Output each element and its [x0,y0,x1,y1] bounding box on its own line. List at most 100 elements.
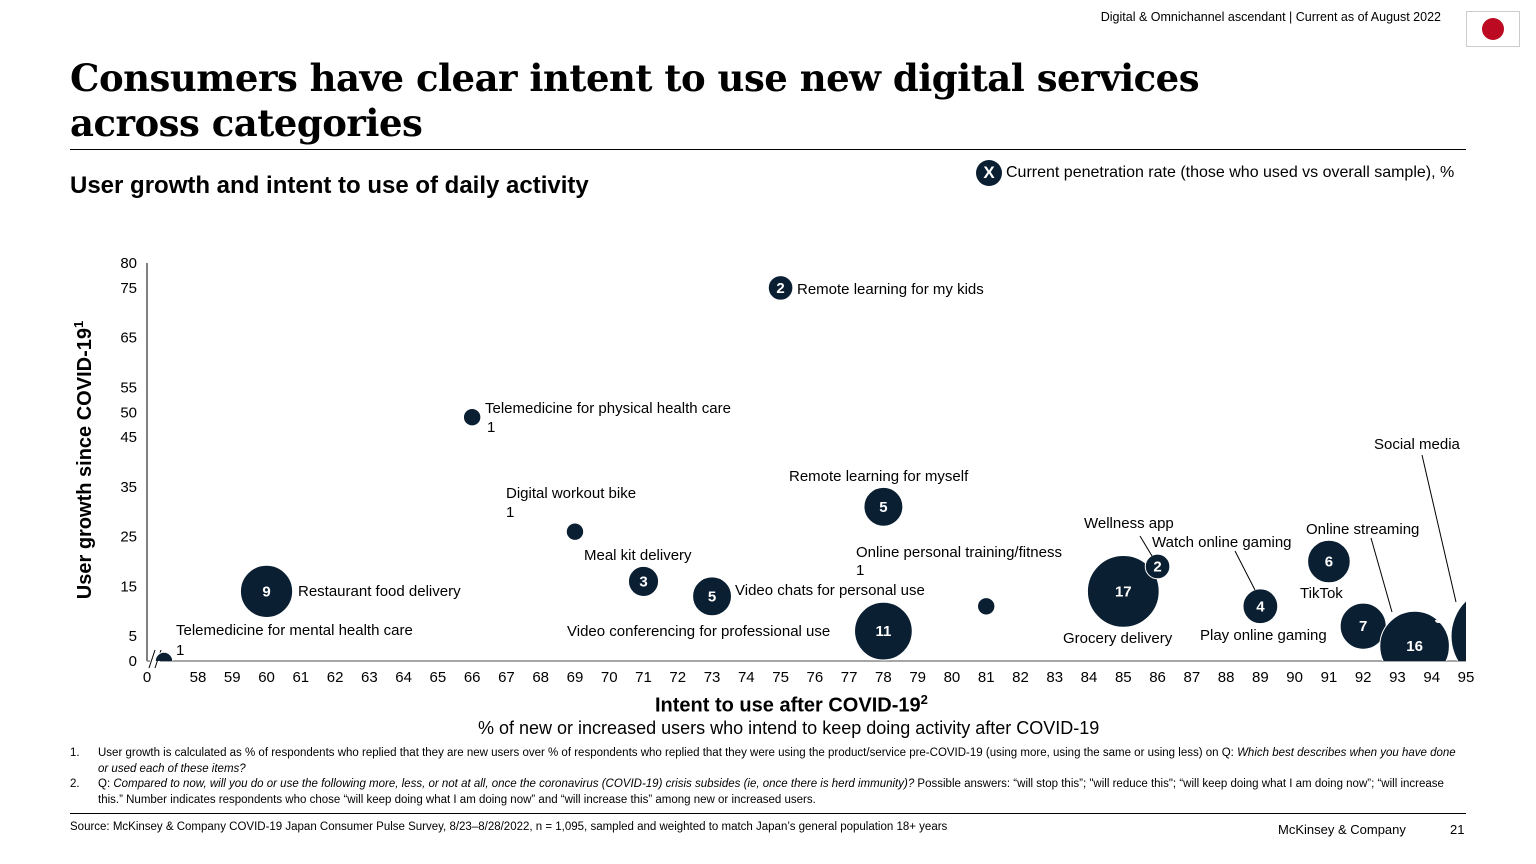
bubble-value: 7 [1359,618,1367,635]
bubble-label: Digital workout bike [506,485,636,502]
bubble [863,486,904,527]
chart-subtitle: User growth and intent to use of daily a… [70,172,589,199]
leader-line [1370,537,1393,613]
x-tick-label: 95 [1458,669,1475,686]
bubble-label: Online streaming [1306,521,1419,538]
x-tick-label: 59 [224,669,241,686]
x-tick-label: 75 [772,669,789,686]
bubble [565,522,585,541]
y-tick-label: 5 [129,628,137,645]
legend-bubble-icon: X [976,160,1002,186]
bubble-value: 5 [708,588,716,605]
x-tick-label: 58 [190,669,207,686]
x-tick-label: 83 [1046,669,1063,686]
bubble-label: Social media [1374,436,1461,453]
x-tick-label: 93 [1389,669,1406,686]
footnotes: 1. User growth is calculated as % of resp… [70,746,1466,808]
bubble-value: 17 [1115,583,1132,600]
x-tick-label: 72 [669,669,686,686]
bubble-label: Remote learning for my kids [797,281,984,298]
bubble-label: Online personal training/fitness [856,544,1062,561]
y-tick-label: 35 [120,479,137,496]
japan-flag-icon [1466,11,1520,47]
x-tick-label: 82 [1012,669,1029,686]
bubble-value: 2 [776,280,784,297]
y-tick-label: 80 [120,255,137,272]
bubble-value: 1 [487,419,495,436]
x-tick-label: 62 [327,669,344,686]
x-tick-label: 64 [395,669,412,686]
x-tick-label: 70 [601,669,618,686]
bubble-label: TikTok [1300,585,1343,602]
bubble [239,564,294,618]
bubble [462,408,482,427]
bubbles [154,275,1466,661]
x-tick-label: 87 [1183,669,1200,686]
y-axis-label: User growth since COVID-191 [71,320,96,600]
section-header: Digital & Omnichannel ascendant | Curren… [1100,10,1441,24]
bubble [977,597,996,616]
page-title: Consumers have clear intent to use new d… [70,56,1200,145]
bubble-label: Telemedicine for mental health care [176,622,413,639]
bubble-value: 2 [1153,558,1161,575]
x-tick-label: 89 [1252,669,1269,686]
x-tick-label: 67 [498,669,515,686]
footnote-1: 1. User growth is calculated as % of resp… [70,747,1456,775]
x-tick-label: 77 [841,669,858,686]
leader-line [1234,550,1256,591]
bubble [1450,600,1466,661]
legend: X Current penetration rate (those who us… [976,160,1454,186]
footnote-2: 2. Q: Compared to now, will you do or use… [70,778,1444,806]
x-tick-label: 80 [944,669,961,686]
bubble-label: Wellness app [1084,515,1174,532]
x-tick-label: 78 [875,669,892,686]
bubble-value: 32 [1435,610,1452,627]
leader-line [1421,454,1457,603]
x-tick-label: 73 [704,669,721,686]
x-tick-label: 92 [1355,669,1372,686]
bubble-label: Video chats for personal use [735,582,925,599]
brand: McKinsey & Company [1278,822,1406,837]
bubble-value: 1 [176,642,184,659]
source-note: Source: McKinsey & Company COVID-19 Japa… [70,821,948,833]
bubble-label: Telemedicine for physical health care [485,400,731,417]
bubble [1086,554,1160,628]
divider [70,813,1466,814]
bubble-label: Meal kit delivery [584,547,692,564]
bubble-value: 6 [1325,554,1333,571]
page-number: 21 [1450,822,1465,837]
bubble [854,601,913,661]
x-tick-label: 69 [567,669,584,686]
y-tick-label: 45 [120,429,137,446]
x-tick-label: 65 [430,669,447,686]
bubble-label: Remote learning for myself [789,468,969,485]
y-tick-label: 50 [120,404,137,421]
leader-line [1139,535,1153,557]
x-tick-label: 91 [1321,669,1338,686]
bubble-value: 1 [506,504,514,521]
x-axis-label: Intent to use after COVID-192 [655,692,928,717]
x-tick-label: 88 [1218,669,1235,686]
y-tick-label: 25 [120,529,137,546]
bubble [627,565,660,597]
y-tick-label: 65 [120,330,137,347]
divider [70,149,1466,150]
bubble [154,651,174,661]
bubble-value: 3 [639,573,647,590]
bubble-value: 5 [879,499,887,516]
bubble-label: Watch online gaming [1152,534,1292,551]
bubble [1379,610,1450,661]
x-tick-label: 81 [978,669,995,686]
x-tick-label: 84 [1081,669,1098,686]
y-tick-label: 55 [120,379,137,396]
bubble [767,275,794,301]
bubble-label: Grocery delivery [1063,630,1173,647]
x-tick-label: 0 [143,669,151,686]
legend-text: Current penetration rate (those who used… [1006,164,1455,181]
x-tick-label: 86 [1149,669,1166,686]
x-tick-label: 76 [807,669,824,686]
x-tick-label: 94 [1423,669,1440,686]
bubble [1242,588,1279,625]
bubble-value: 16 [1406,638,1423,655]
